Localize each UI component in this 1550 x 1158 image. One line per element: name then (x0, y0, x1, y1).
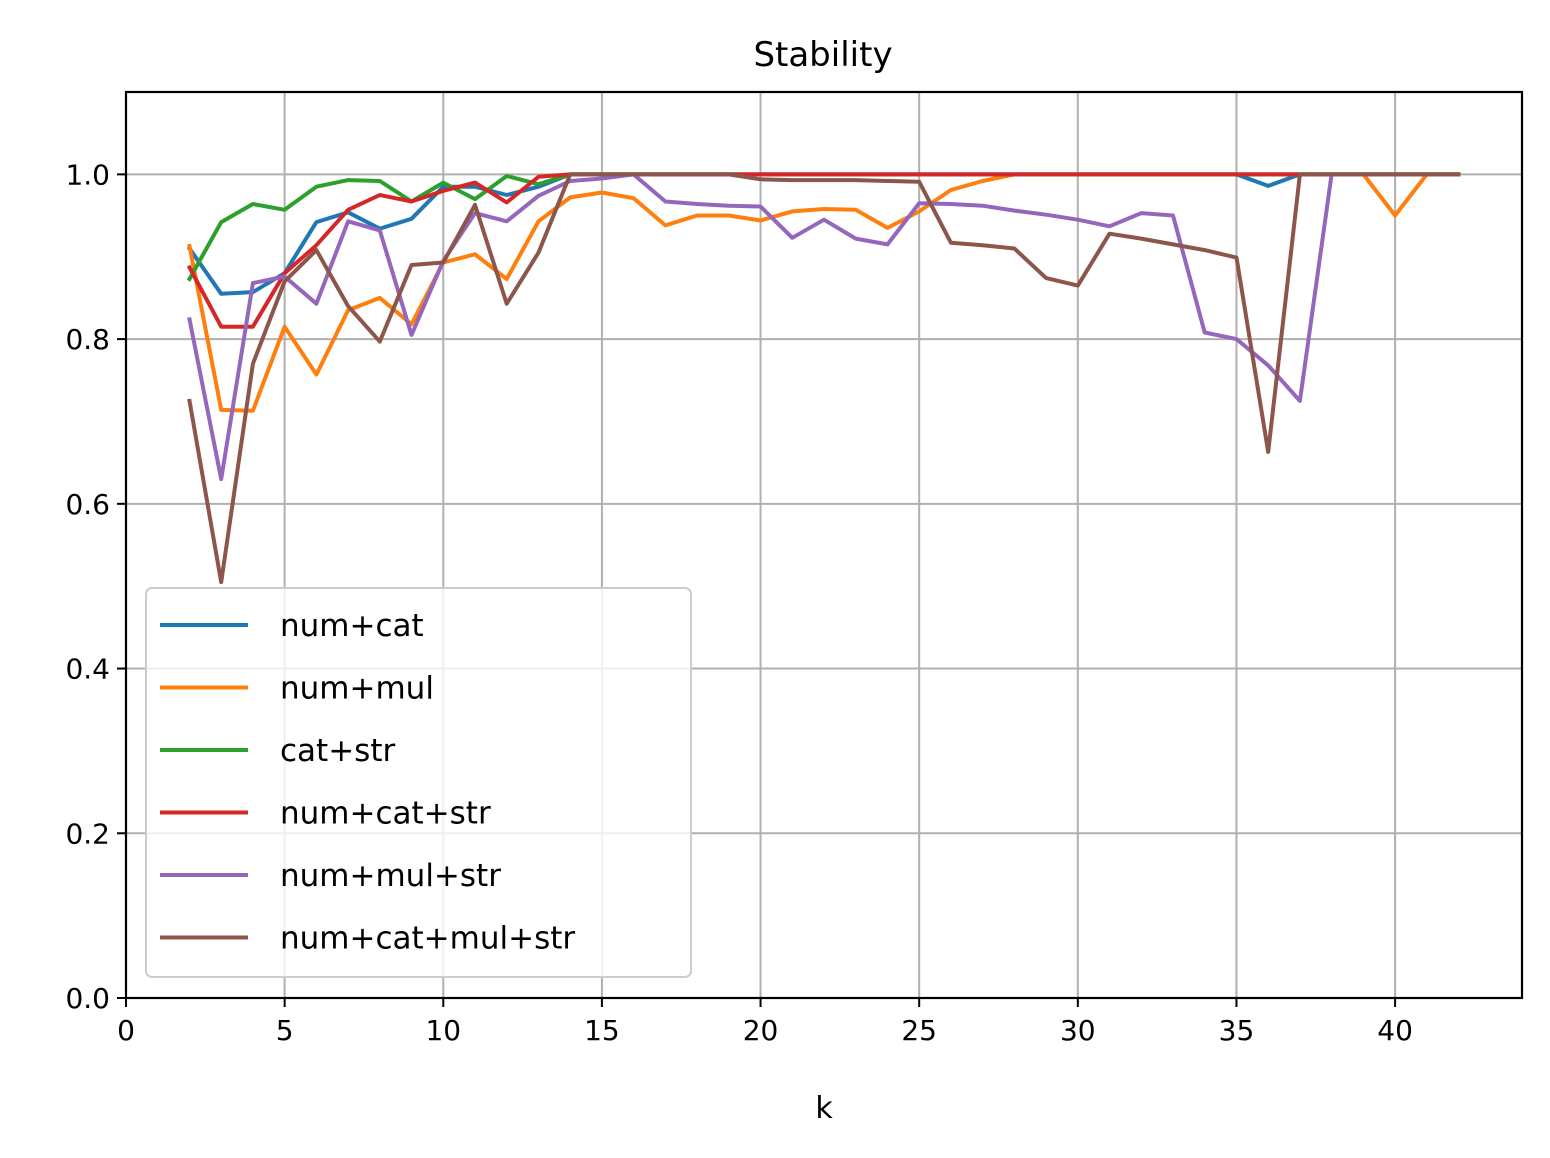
x-tick-label: 25 (901, 1014, 937, 1047)
legend: num+cat num+mul cat+str num+cat+str num+mul+… (145, 587, 692, 978)
y-tick-label: 0.8 (65, 323, 110, 356)
series-line-5 (187, 172, 1461, 585)
legend-label: num+cat (280, 608, 424, 644)
legend-label: num+mul (280, 671, 434, 707)
axis-ticks: 0 5 10 15 20 25 30 35 40 0.0 0.2 0.4 0.6 0.8 1.0 (65, 158, 1412, 1047)
x-tick-label: 15 (584, 1014, 620, 1047)
x-tick-label: 30 (1060, 1014, 1096, 1047)
y-tick-label: 0.4 (65, 653, 110, 686)
series-line-4 (187, 172, 1461, 482)
x-tick-label: 10 (425, 1014, 461, 1047)
series-lines (186, 172, 1461, 585)
x-tick-label: 20 (743, 1014, 779, 1047)
legend-box (145, 587, 692, 978)
legend-label: num+cat+str (280, 796, 491, 832)
y-tick-label: 0.0 (65, 982, 110, 1015)
legend-label: cat+str (280, 733, 395, 769)
x-tick-label: 5 (276, 1014, 294, 1047)
legend-label: num+cat+mul+str (280, 921, 575, 957)
legend-label: num+mul+str (280, 858, 501, 894)
series-line-3 (186, 172, 1461, 329)
chart-title: Stability (753, 35, 892, 75)
x-tick-label: 35 (1219, 1014, 1255, 1047)
y-tick-label: 0.6 (65, 488, 110, 521)
x-tick-label: 40 (1377, 1014, 1413, 1047)
x-tick-label: 0 (117, 1014, 135, 1047)
y-tick-label: 0.2 (65, 817, 110, 850)
x-axis-label: k (815, 1091, 833, 1126)
y-tick-label: 1.0 (65, 158, 110, 191)
plot-area-frame (124, 90, 1524, 1000)
